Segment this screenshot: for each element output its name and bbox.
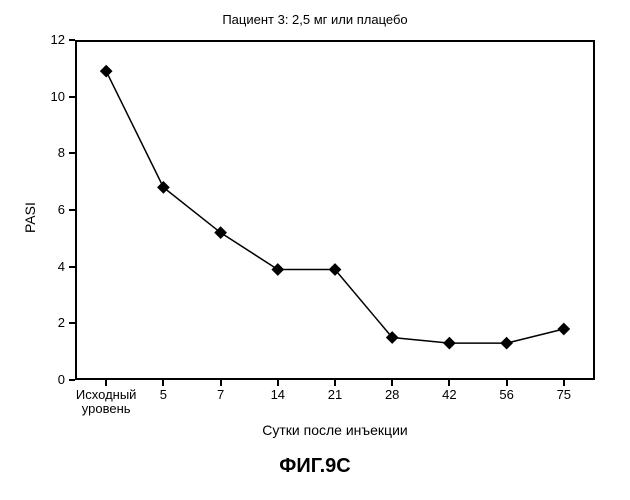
x-tick-mark [506,380,508,386]
data-marker [501,338,512,349]
x-tick-mark [334,380,336,386]
y-tick-label: 8 [33,145,65,160]
data-marker [558,323,569,334]
x-axis-label: Сутки после инъекции [75,422,595,438]
figure-label: ФИГ.9C [0,455,630,478]
x-tick-mark [105,380,107,386]
x-tick-mark [448,380,450,386]
y-tick-mark [69,209,75,211]
x-tick-mark [563,380,565,386]
y-tick-mark [69,39,75,41]
data-marker [444,338,455,349]
y-tick-mark [69,266,75,268]
y-tick-label: 12 [33,32,65,47]
y-tick-label: 2 [33,315,65,330]
x-tick-mark [391,380,393,386]
y-tick-label: 6 [33,202,65,217]
y-tick-mark [69,322,75,324]
x-tick-label: 75 [529,388,599,402]
y-tick-label: 10 [33,89,65,104]
y-tick-mark [69,379,75,381]
series-line [106,71,564,343]
x-tick-mark [162,380,164,386]
y-tick-mark [69,96,75,98]
y-tick-label: 0 [33,372,65,387]
y-tick-label: 4 [33,259,65,274]
x-tick-mark [277,380,279,386]
data-marker [101,66,112,77]
x-tick-mark [220,380,222,386]
data-marker [272,264,283,275]
y-tick-mark [69,152,75,154]
